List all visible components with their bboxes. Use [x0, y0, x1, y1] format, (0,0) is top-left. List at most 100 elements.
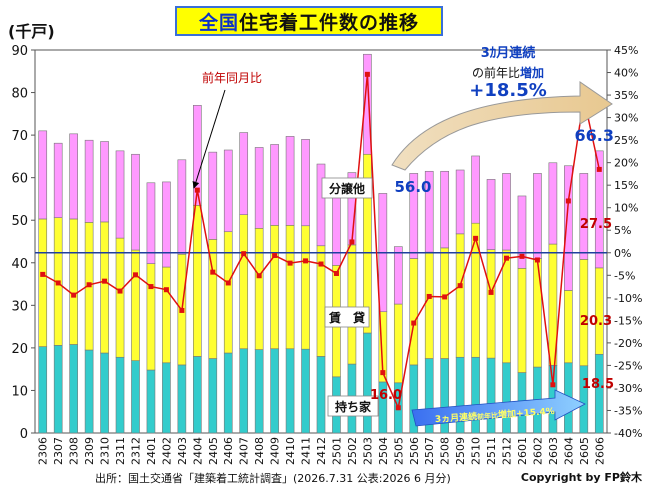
- bar-bunjo: [162, 181, 171, 268]
- y2-tick-label: -35%: [614, 404, 642, 417]
- yoy-point: [473, 235, 479, 241]
- bar-mochiie: [100, 352, 109, 434]
- yoy-point: [117, 288, 123, 294]
- yoy-point: [132, 272, 138, 278]
- value-label-663: 66.3: [575, 126, 614, 145]
- bar-bunjo: [409, 173, 419, 259]
- y2-tick-label: -30%: [614, 382, 642, 395]
- bar-bunjo: [564, 165, 573, 291]
- x-tick-label: 2603: [547, 437, 560, 465]
- bar-chintai: [301, 225, 310, 350]
- x-tick-label: 2411: [300, 437, 313, 465]
- bar-mochiie: [254, 349, 264, 434]
- yoy-point: [534, 257, 540, 263]
- bar-bunjo: [393, 246, 403, 305]
- bar-bunjo: [579, 173, 589, 260]
- y-tick-label: 70: [11, 129, 28, 144]
- bar-bunjo: [316, 163, 326, 247]
- yoy-point: [411, 320, 417, 326]
- yoy-point: [349, 239, 355, 245]
- bar-chintai: [254, 228, 264, 350]
- note-line2b: 増加: [520, 65, 544, 80]
- value-label-56: 56.0: [394, 178, 431, 196]
- y-tick-label: 40: [11, 257, 28, 272]
- bar-chintai: [193, 205, 202, 357]
- copyright: Copyright by FP鈴木: [520, 471, 642, 484]
- x-tick-label: 2504: [377, 437, 390, 465]
- label-mochiie: 持ち家: [335, 399, 372, 414]
- yoy-point: [287, 260, 293, 266]
- yoy-point: [426, 293, 432, 299]
- bar-chintai: [440, 247, 449, 359]
- bar-mochiie: [579, 365, 589, 434]
- label-bunjo: 分譲他: [329, 181, 365, 196]
- y-tick-label: 20: [11, 342, 28, 357]
- yoy-point: [596, 166, 602, 172]
- x-tick-label: 2402: [160, 437, 173, 465]
- bar-bunjo: [131, 153, 140, 251]
- x-tick-label: 2605: [578, 437, 591, 465]
- y-tick-label: 60: [11, 172, 28, 187]
- y-tick-label: 0: [20, 427, 28, 442]
- yoy-point: [194, 187, 200, 193]
- y2-tick-label: 35%: [614, 89, 638, 102]
- y2-tick-label: 45%: [614, 44, 638, 57]
- bar-mochiie: [270, 348, 279, 434]
- yoy-point: [457, 283, 463, 289]
- bar-chintai: [285, 225, 295, 350]
- y2-tick-label: -5%: [614, 269, 635, 282]
- bar-chintai: [270, 225, 279, 350]
- x-tick-label: 2502: [346, 437, 359, 465]
- bar-chintai: [239, 214, 249, 350]
- bar-chintai: [409, 258, 419, 366]
- bar-bunjo: [301, 139, 310, 227]
- bar-mochiie: [301, 348, 310, 434]
- bar-bunjo: [347, 172, 357, 246]
- bar-bunjo: [455, 169, 465, 235]
- bar-bunjo: [208, 151, 218, 240]
- bar-mochiie: [208, 358, 218, 434]
- x-tick-label: 2312: [129, 437, 142, 465]
- bar-chintai: [393, 303, 403, 384]
- x-tick-label: 2308: [68, 437, 81, 465]
- yoy-point: [40, 271, 46, 277]
- y2-tick-label: 40%: [614, 67, 638, 80]
- note-line2: の前年比増加: [472, 65, 544, 80]
- bar-mochiie: [239, 348, 249, 434]
- y2-tick-label: -40%: [614, 427, 642, 440]
- bar-chintai: [424, 251, 434, 359]
- label-bunjo-box: [321, 177, 373, 199]
- x-tick-label: 2407: [238, 437, 251, 465]
- bar-chintai: [517, 268, 527, 373]
- bar-chintai: [69, 218, 78, 345]
- bar-bunjo: [193, 105, 202, 206]
- chart-title-part1: 全国: [198, 11, 239, 34]
- bottom-arrow-arrow_text_c: 増加+15.4%: [498, 405, 555, 421]
- yoy-point: [333, 270, 339, 276]
- x-tick-label: 2412: [315, 437, 328, 465]
- bar-mochiie: [193, 356, 202, 434]
- bar-bunjo: [486, 179, 496, 250]
- x-tick-label: 2606: [593, 437, 606, 465]
- label-chintai: 賃 貸: [328, 310, 365, 325]
- y2-tick-label: 30%: [614, 112, 638, 125]
- x-tick-label: 2604: [562, 437, 575, 465]
- label-mochiie-box: [327, 395, 379, 417]
- bar-chintai: [564, 290, 573, 364]
- bar-chintai: [223, 231, 233, 354]
- y-tick-label: 30: [11, 299, 28, 314]
- x-tick-label: 2311: [114, 437, 127, 465]
- bar-bunjo: [502, 173, 511, 251]
- yoy-point: [102, 278, 108, 284]
- bar-mochiie: [502, 362, 511, 434]
- label-chintai-box: [324, 306, 370, 328]
- bar-bunjo: [363, 53, 372, 155]
- x-tick-label: 2501: [330, 437, 343, 465]
- yoy-point: [179, 307, 185, 313]
- bar-bunjo: [100, 141, 109, 223]
- bar-mochiie: [53, 345, 63, 434]
- bar-mochiie: [131, 360, 140, 434]
- x-tick-label: 2602: [531, 437, 544, 465]
- x-tick-label: 2404: [191, 437, 204, 465]
